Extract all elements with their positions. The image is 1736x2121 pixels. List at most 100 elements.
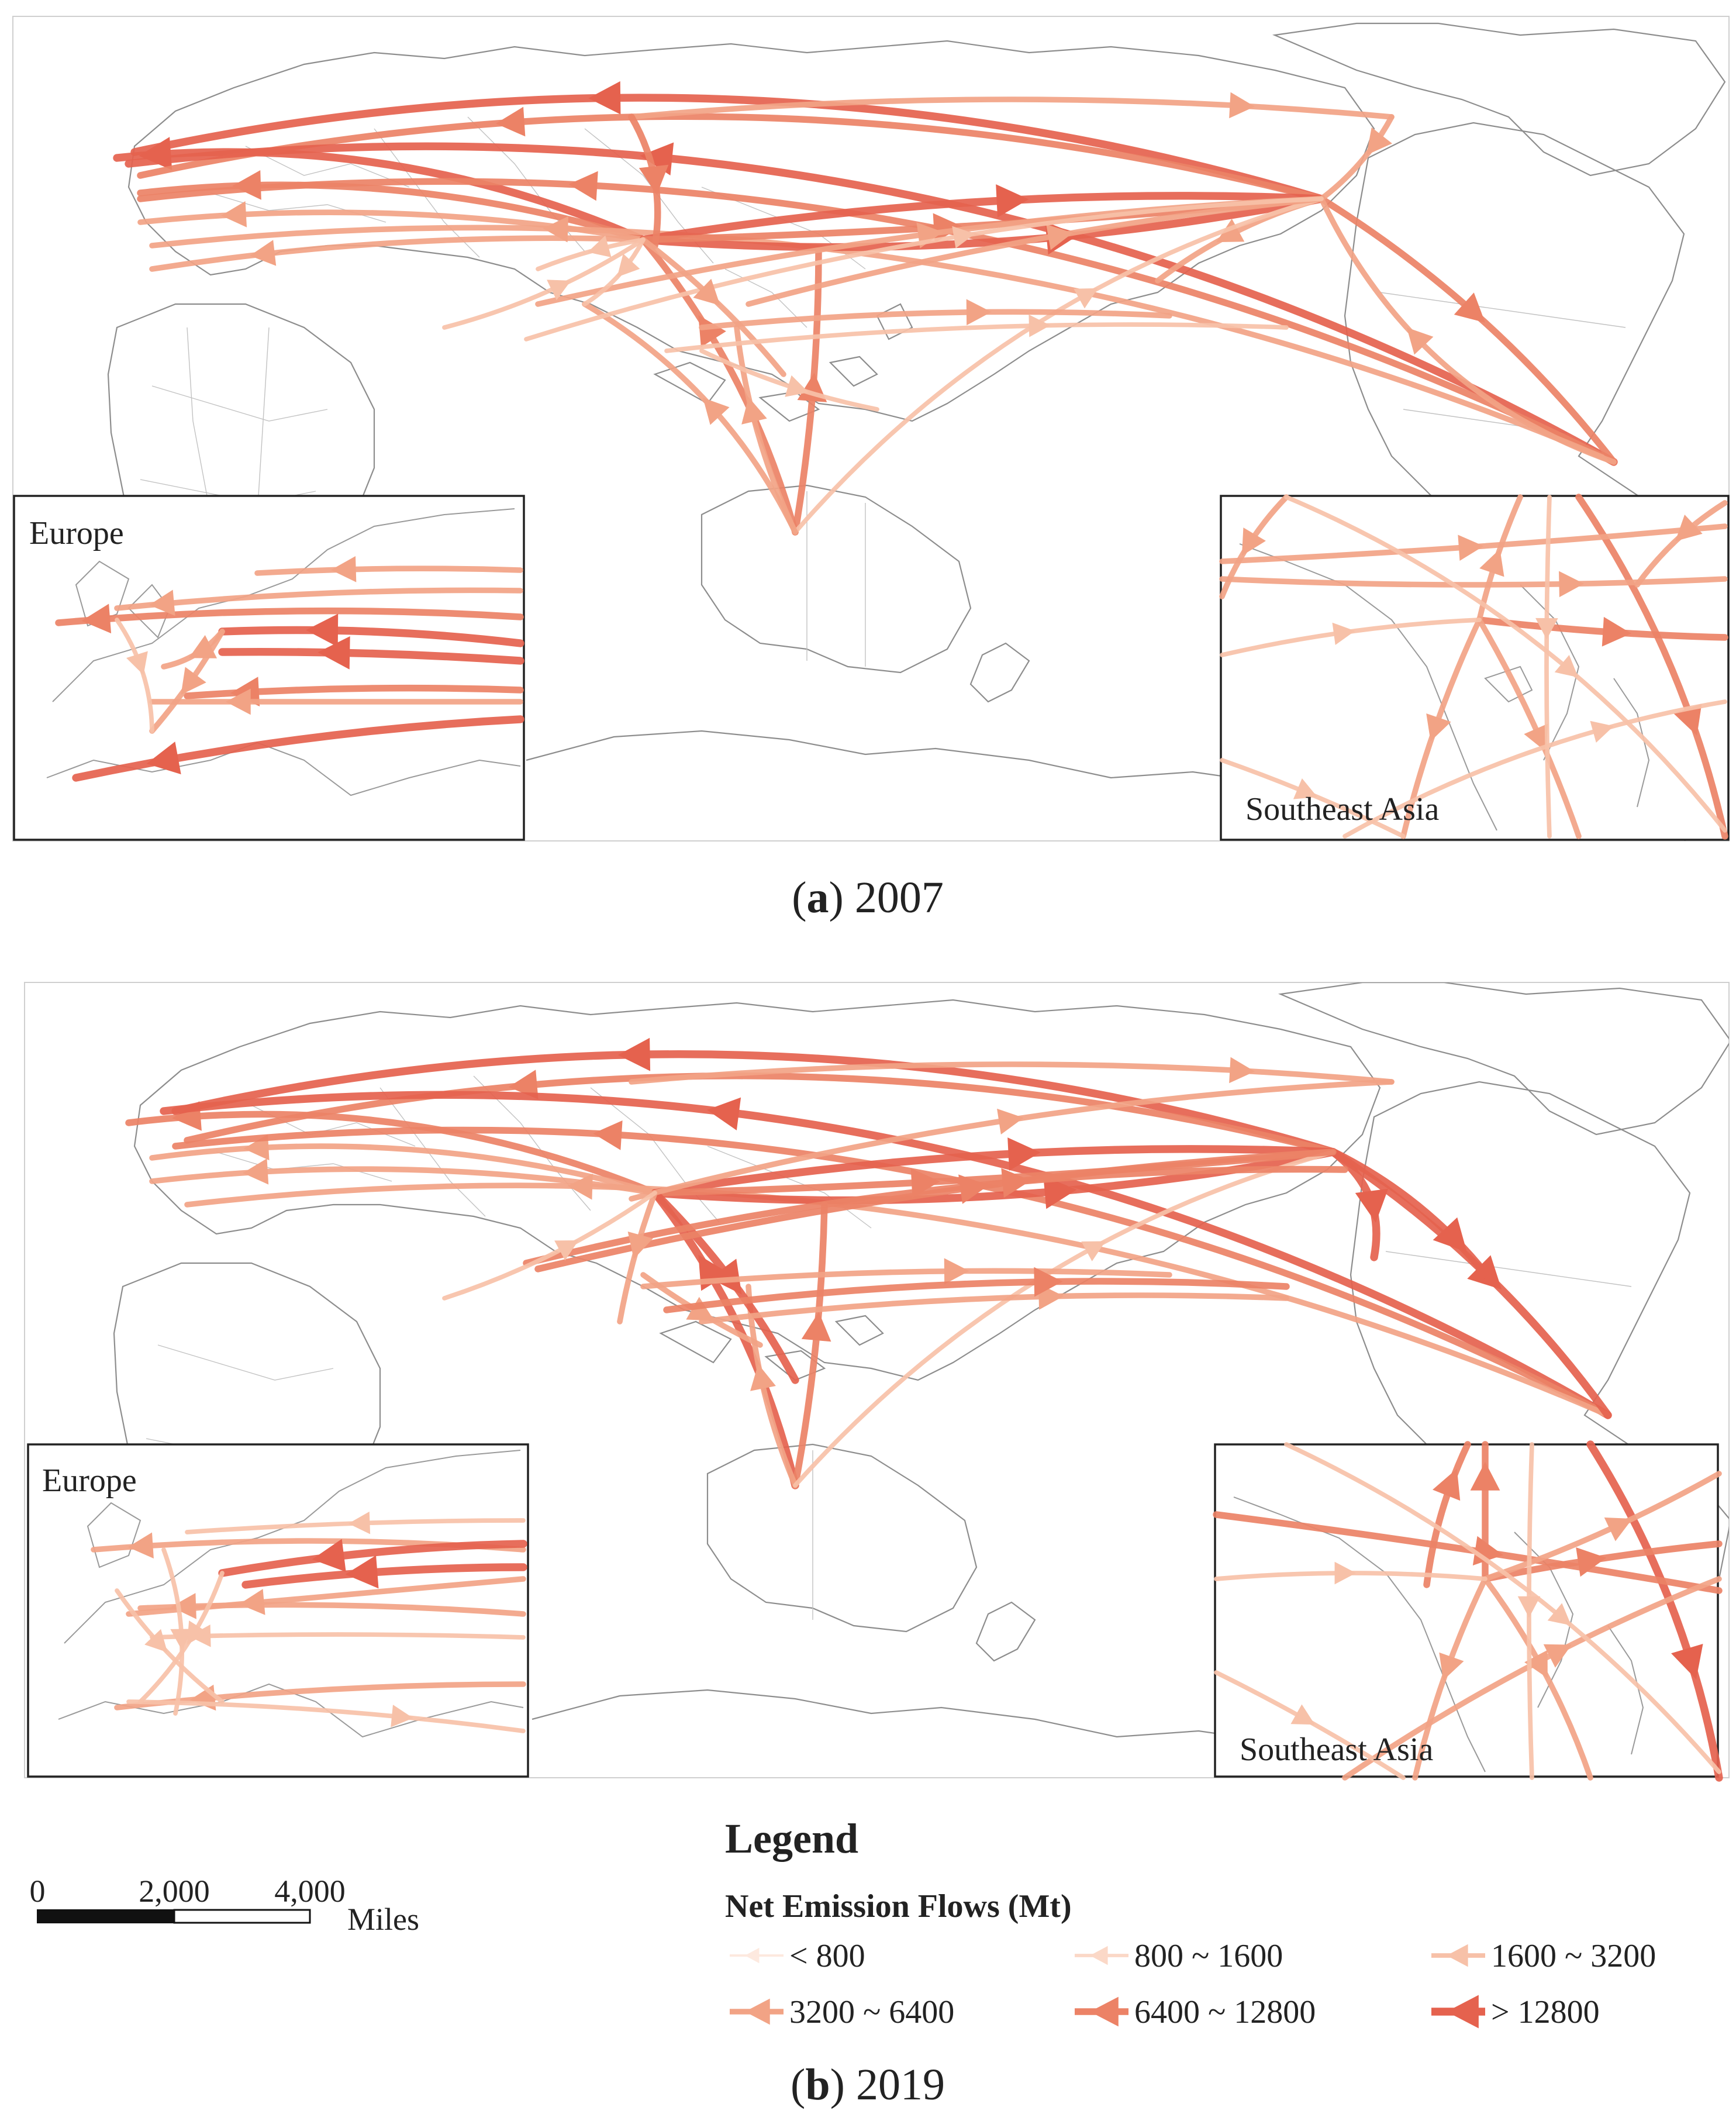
flow-line-flows-b-23	[699, 1292, 1289, 1325]
scale-tick-4000: 4,000	[274, 1874, 346, 1909]
flow-arrowhead-flows-a-21	[1074, 288, 1098, 309]
flow-arrowhead-flows-a-eu-2	[306, 613, 339, 647]
flow-line-flows-b-8	[651, 1145, 1337, 1197]
flow-arrowhead-flows-a-eu-5	[146, 742, 181, 775]
flow-arrowhead-flows-b-eu-11	[348, 1511, 371, 1534]
flow-arrowhead-flows-a-9	[996, 184, 1029, 218]
flow-arrowhead-flows-b-2	[243, 1158, 269, 1185]
scale-unit: Miles	[347, 1902, 419, 1937]
flow-arrowhead-flows-a-22	[703, 398, 730, 425]
flow-arrowhead-flows-a-sea-12	[1293, 778, 1318, 799]
flow-line-flows-b-sea-0	[1586, 1440, 1723, 1782]
flow-line-flows-a-sea-11	[1342, 699, 1727, 839]
flow-line-flows-b-sea-12	[1284, 1442, 1721, 1774]
flow-arrowhead-flows-b-13	[1433, 1217, 1467, 1253]
flow-arrowhead-flows-a-sea-6	[1479, 549, 1504, 577]
flow-line-flows-a-26	[699, 309, 1172, 330]
legend-arrowhead-0	[745, 1947, 760, 1964]
flow-line-flows-a-eu-3	[218, 647, 524, 665]
flow-arrowhead-flows-a-26	[966, 299, 992, 326]
flow-arrowhead-flows-b-16	[801, 1312, 831, 1342]
flow-line-flows-a-1	[137, 181, 647, 243]
europe-inset-label: Europe	[42, 1463, 137, 1499]
flow-arrowhead-flows-b-17	[750, 1364, 776, 1391]
southeast-asia-inset-flows	[1213, 1440, 1723, 1782]
land-greenland	[1272, 22, 1726, 177]
land-new-zealand	[969, 642, 1030, 703]
flow-arrowhead-flows-b-eu-3	[171, 1593, 196, 1619]
flow-arrowhead-flows-a-16	[639, 164, 669, 195]
flow-arrows	[125, 1037, 1612, 1489]
flow-arrowhead-flows-b-9	[1043, 1175, 1077, 1209]
flow-arrowhead-flows-b-28	[1034, 1267, 1063, 1297]
flow-line-flows-a-eu-0	[55, 607, 524, 626]
flow-arrowhead-flows-a-29	[588, 235, 612, 257]
flow-arrowhead-flows-a-sea-1	[1241, 527, 1266, 556]
flow-arrowhead-flows-b-27	[554, 1240, 579, 1261]
flow-arrowhead-flows-b-sea-9	[1543, 1644, 1572, 1668]
flow-arrowhead-flows-b-sea-2	[1470, 1461, 1500, 1491]
land-australia	[700, 484, 972, 674]
flow-arrowhead-flows-a-sea-4	[1602, 616, 1632, 647]
legend-label-0: < 800	[789, 1938, 865, 1974]
flow-arrowhead-flows-b-4	[508, 1070, 539, 1099]
flow-arrowhead-flows-a-sea-2	[1559, 571, 1585, 598]
flow-arrowhead-flows-a-2	[221, 201, 247, 227]
flow-arrowhead-flows-a-eu-0	[81, 603, 112, 634]
flow-line-flows-a-eu-5	[72, 715, 524, 782]
flow-arrowhead-flows-a-18	[698, 315, 726, 347]
flow-line-flows-a-15	[629, 96, 1395, 120]
flow-line-flows-b-5	[160, 1091, 1612, 1419]
flow-arrowhead-flows-b-eu-10	[391, 1705, 413, 1727]
land-eurasia	[127, 40, 1375, 422]
flow-arrowhead-flows-a-15	[1229, 92, 1255, 119]
legend-subtitle: Net Emission Flows (Mt)	[725, 1888, 1072, 1925]
flow-arrowhead-flows-a-30	[617, 253, 640, 277]
flow-arrowhead-flows-b-7	[567, 1173, 593, 1200]
flow-arrowhead-flows-a-12	[1454, 292, 1486, 323]
flow-arrowhead-flows-b-12	[1355, 1188, 1389, 1223]
flow-arrowhead-flows-b-sea-12	[1547, 1603, 1572, 1626]
flow-arrowhead-flows-b-3	[617, 1037, 651, 1071]
flow-line-flows-a-6	[125, 142, 1618, 466]
legend-arrowhead-4	[1090, 1996, 1119, 2027]
scale-tick-0: 0	[30, 1874, 46, 1909]
flow-arrowhead-flows-b-eu-1	[312, 1539, 346, 1572]
legend: Legend Net Emission Flows (Mt) < 800 800 …	[725, 1815, 1656, 2030]
land-islands	[653, 303, 913, 422]
flow-arrowhead-flows-b-26	[997, 1108, 1024, 1135]
flow-arrowhead-flows-a-31	[785, 375, 809, 397]
flow-line-flows-b-14	[629, 1061, 1395, 1085]
flow-line-flows-a-10	[639, 195, 1326, 251]
flow-arrowhead-flows-a-23	[1046, 224, 1074, 250]
flow-arrowhead-flows-a-3	[250, 240, 277, 266]
flow-arrowhead-flows-a-sea-11	[1590, 720, 1614, 743]
flow-arrowhead-flows-b-sea-0	[1671, 1643, 1703, 1679]
flow-arrowhead-flows-a-25	[952, 226, 975, 249]
flow-arrowhead-flows-a-28	[1029, 314, 1051, 337]
flow-line-flows-a-9	[639, 192, 1326, 244]
flow-arrowhead-flows-b-eu-0	[127, 1532, 154, 1559]
flow-line-flows-a-eu-1	[114, 587, 523, 611]
panel-2007-map: Europe Southeast Asia	[12, 16, 1730, 841]
legend-arrowhead-5	[1447, 1995, 1479, 2029]
flow-line-flows-b-eu-6	[126, 1576, 526, 1617]
flow-arrowhead-flows-b-8	[1007, 1137, 1041, 1171]
flow-line-flows-b-21	[523, 1165, 1348, 1267]
flow-arrowhead-flows-a-20	[741, 397, 767, 425]
europe-inset: Europe	[27, 1443, 529, 1778]
flow-arrowhead-flows-b-sea-6	[1604, 1518, 1633, 1541]
flow-line-flows-a-sea-10	[1544, 495, 1552, 839]
flow-line-flows-b-4	[184, 1072, 1337, 1156]
flow-arrowhead-flows-b-sea-1	[1433, 1468, 1461, 1501]
flow-arrowhead-flows-b-6	[593, 1120, 623, 1150]
flow-line-flows-a-23	[746, 196, 1324, 307]
flow-arrowhead-flows-a-sea-3	[1458, 534, 1484, 561]
flow-line-flows-b-22	[640, 1268, 1172, 1289]
flow-line-flows-b-eu-1	[218, 1540, 527, 1577]
flow-arrowhead-flows-b-19	[709, 1258, 742, 1295]
flow-arrowhead-flows-b-eu-6	[239, 1589, 265, 1615]
flow-arrowhead-flows-a-eu-6	[330, 556, 357, 582]
flow-arrowhead-flows-b-14	[1229, 1057, 1255, 1084]
legend-label-4: 6400 ~ 12800	[1134, 1994, 1316, 2030]
